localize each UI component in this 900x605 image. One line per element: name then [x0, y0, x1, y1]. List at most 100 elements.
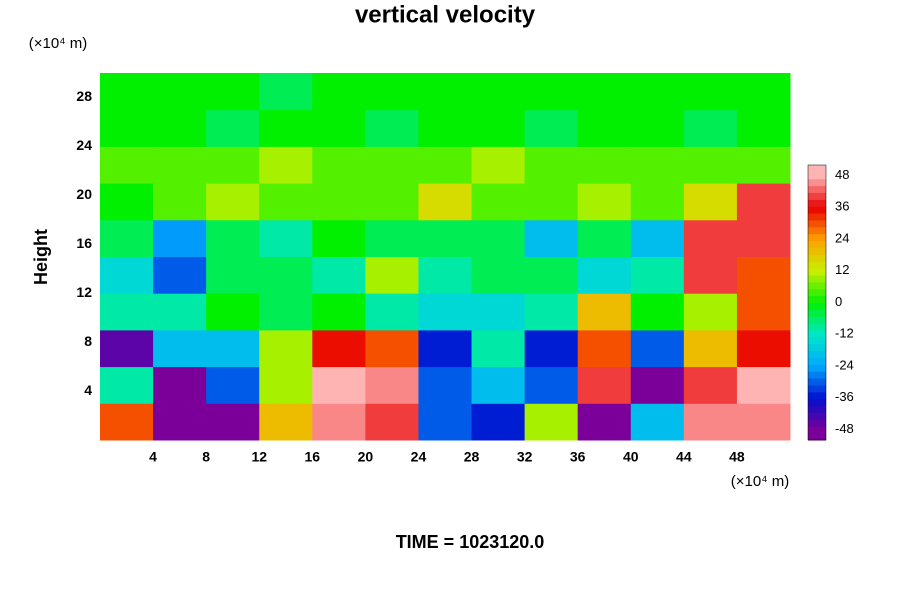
heat-cell	[577, 146, 632, 184]
colorbar-step	[808, 233, 826, 242]
colorbar-step	[808, 378, 826, 386]
heat-cell	[471, 293, 526, 331]
heat-cell	[577, 329, 632, 368]
colorbar-step	[808, 178, 826, 187]
heat-cell	[100, 183, 154, 221]
heat-cell	[206, 293, 260, 331]
heat-cell	[418, 109, 473, 147]
heat-cell	[365, 403, 419, 441]
heat-cell	[153, 219, 207, 257]
colorbar-tick-label: -48	[835, 421, 854, 436]
colorbar-step	[808, 220, 826, 228]
colorbar-step	[808, 371, 826, 379]
heat-cell	[683, 403, 738, 441]
colorbar-step	[808, 192, 826, 200]
heat-cell	[471, 256, 526, 294]
heat-cell	[312, 109, 366, 147]
colorbar-step	[808, 254, 826, 262]
y-unit: (×10⁴ m)	[29, 35, 88, 52]
x-tick-label: 8	[202, 449, 210, 465]
colorbar-step	[808, 336, 826, 345]
heat-cell	[259, 219, 313, 257]
colorbar-step	[808, 240, 826, 248]
heat-cell	[524, 146, 579, 184]
heat-cell	[418, 366, 473, 404]
heat-cell	[630, 109, 685, 147]
colorbar-step	[808, 323, 826, 331]
heat-cell	[524, 183, 579, 221]
heat-cell	[683, 219, 738, 257]
y-axis-label: Height	[31, 229, 51, 285]
heat-cell	[206, 366, 260, 404]
heat-cell	[683, 146, 738, 184]
y-tick-label: 28	[76, 88, 92, 104]
colorbar-step	[808, 385, 826, 393]
x-tick-label: 12	[251, 449, 267, 465]
heat-cell	[630, 146, 685, 184]
heat-cell	[736, 183, 791, 221]
heat-cell	[100, 256, 154, 294]
heat-cell	[206, 403, 260, 441]
chart-title: vertical velocity	[355, 1, 536, 28]
heat-cell	[683, 366, 738, 404]
colorbar-step	[808, 412, 826, 420]
heat-cell	[418, 73, 473, 111]
heat-cell	[418, 183, 473, 221]
colorbar-step	[808, 199, 826, 207]
heat-cell	[153, 109, 207, 147]
colorbar-step	[808, 316, 826, 324]
heat-cell	[206, 183, 260, 221]
heat-cell	[365, 366, 419, 404]
colorbar-step	[808, 295, 826, 303]
heat-cell	[259, 256, 313, 294]
heat-cell	[471, 329, 526, 368]
colorbar-tick-label: 0	[835, 294, 842, 309]
heat-cell	[312, 219, 366, 257]
heat-cell	[153, 73, 207, 111]
heat-cell	[100, 146, 154, 184]
heat-cell	[365, 329, 419, 368]
heat-cell	[365, 73, 419, 111]
heat-cell	[577, 256, 632, 294]
colorbar-step	[808, 281, 826, 290]
colorbar-step	[808, 309, 826, 317]
heat-cell	[206, 109, 260, 147]
colorbar-step	[808, 268, 826, 276]
heat-cell	[153, 293, 207, 331]
heat-cell	[683, 293, 738, 331]
heat-cell	[630, 329, 685, 368]
heat-cell	[206, 329, 260, 368]
heat-cell	[630, 183, 685, 221]
heat-cell	[683, 329, 738, 368]
heat-cell	[524, 329, 579, 368]
heat-cell	[100, 73, 154, 111]
heat-cell	[153, 366, 207, 404]
heat-cell	[259, 293, 313, 331]
heat-cell	[736, 366, 791, 404]
x-tick-label: 32	[517, 449, 533, 465]
colorbar-tick-label: -12	[835, 326, 854, 341]
colorbar-step	[808, 419, 826, 427]
heat-cell	[365, 146, 419, 184]
heat-cell	[259, 366, 313, 404]
colorbar-step	[808, 165, 826, 173]
heat-cell	[471, 366, 526, 404]
colorbar-tick-label: -24	[835, 357, 854, 372]
heat-cell	[100, 293, 154, 331]
colorbar-step	[808, 171, 826, 180]
heat-cell	[524, 73, 579, 111]
heat-cell	[100, 109, 154, 147]
heat-cell	[683, 109, 738, 147]
colorbar-step	[808, 350, 826, 358]
heat-cell	[524, 366, 579, 404]
heat-cell	[365, 293, 419, 331]
heat-cell	[312, 73, 366, 111]
heat-cell	[471, 73, 526, 111]
x-tick-label: 28	[464, 449, 480, 465]
x-tick-label: 48	[729, 449, 745, 465]
colorbar-step	[808, 288, 826, 297]
heat-cell	[418, 293, 473, 331]
heat-cell	[418, 329, 473, 368]
colorbar-step	[808, 426, 826, 434]
heat-cell	[153, 329, 207, 368]
